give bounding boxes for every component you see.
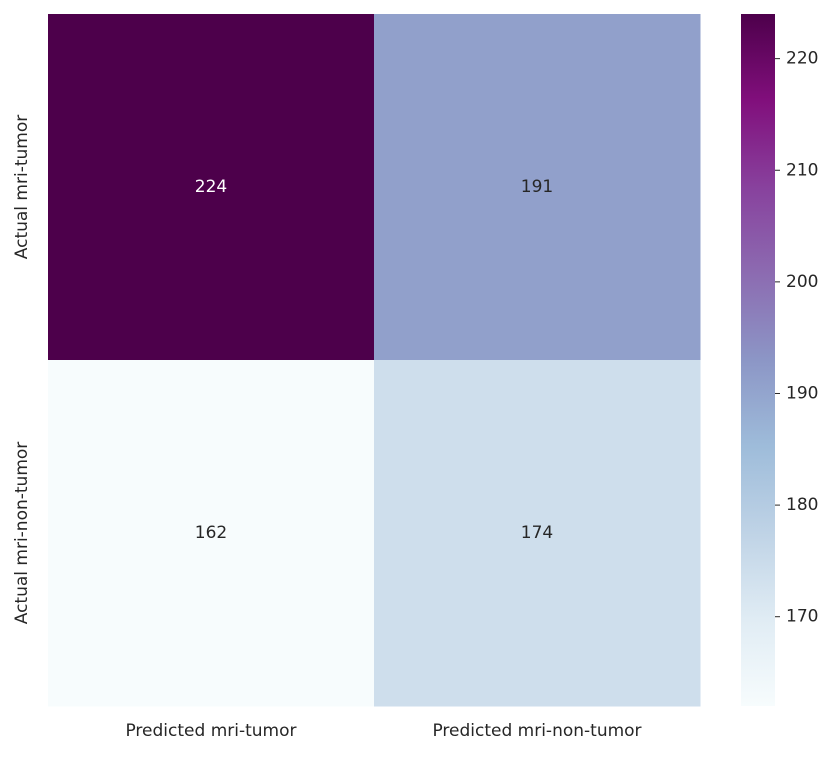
colorbar-tick-label: 220 <box>786 49 818 69</box>
heatmap-cell <box>48 14 375 361</box>
colorbar-tick-label: 210 <box>786 160 818 180</box>
x-tick-label: Predicted mri-tumor <box>125 721 296 741</box>
y-tick-label: Actual mri-tumor <box>12 115 32 259</box>
x-tick-label: Predicted mri-non-tumor <box>432 721 641 741</box>
colorbar-tick-label: 170 <box>786 607 818 627</box>
colorbar-tick-label: 200 <box>786 272 818 292</box>
y-tick-label: Actual mri-non-tumor <box>12 442 32 625</box>
heatmap-cell <box>48 360 375 707</box>
cell-label: 191 <box>521 177 553 197</box>
colorbar-tick-label: 190 <box>786 383 818 403</box>
cell-label: 162 <box>195 523 227 543</box>
heatmap-cell <box>374 360 701 707</box>
cell-label: 224 <box>195 177 227 197</box>
colorbar-tick-label: 180 <box>786 495 818 515</box>
colorbar <box>741 14 775 706</box>
heatmap-cell <box>374 14 701 361</box>
cell-label: 174 <box>521 523 553 543</box>
